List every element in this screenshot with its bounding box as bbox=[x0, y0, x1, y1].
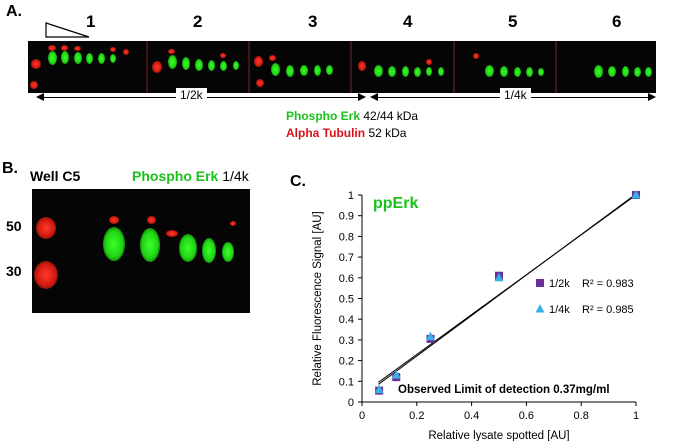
well-label: Well C5 bbox=[30, 168, 81, 184]
legend-alpha-tubulin: Alpha Tubulin 52 kDa bbox=[286, 126, 406, 140]
legend-alpha-tubulin-detail: 52 kDa bbox=[368, 126, 407, 140]
western-blot-strip bbox=[28, 41, 656, 93]
x-tick-label-2: 0.4 bbox=[464, 410, 479, 422]
point-1/4k-4 bbox=[631, 190, 641, 199]
limit-of-detection-annotation: Observed Limit of detection 0.37mg/ml bbox=[398, 384, 610, 396]
panel-b-dilution: 1/4k bbox=[222, 168, 249, 184]
y-tick-label-7: 0.7 bbox=[339, 252, 354, 264]
marker-30-label: 30 bbox=[6, 263, 22, 279]
y-tick-label-2: 0.2 bbox=[339, 356, 354, 368]
panel-b-antibody-name: Phospho Erk bbox=[132, 168, 219, 184]
lane-label-4: 4 bbox=[403, 12, 413, 31]
y-tick-label-0: 0 bbox=[348, 397, 354, 409]
dilution-triangle-icon bbox=[45, 22, 90, 38]
panel-c-letter: C. bbox=[290, 173, 306, 190]
point-1/4k-0 bbox=[374, 384, 384, 394]
panel-b-letter: B. bbox=[2, 160, 18, 177]
legend-alpha-tubulin-name: Alpha Tubulin bbox=[286, 126, 366, 140]
dilution-label-right: 1/4k bbox=[500, 88, 531, 102]
legend-r2-1/2k: R² = 0.983 bbox=[582, 278, 634, 290]
legend-marker-1/4k bbox=[535, 304, 545, 313]
x-tick-label-4: 0.8 bbox=[574, 410, 589, 422]
legend-phospho-erk: Phospho Erk 42/44 kDa bbox=[286, 109, 418, 123]
y-tick-label-10: 1 bbox=[348, 190, 354, 202]
well-c5-blot-image bbox=[32, 189, 250, 313]
panel-b-antibody-label: Phospho Erk 1/4k bbox=[132, 168, 249, 184]
legend-label-1/2k: 1/2k bbox=[549, 278, 570, 290]
x-tick-label-0: 0 bbox=[359, 410, 365, 422]
y-tick-label-8: 0.8 bbox=[339, 231, 354, 243]
lane-label-1: 1 bbox=[86, 12, 96, 31]
lane-label-2: 2 bbox=[193, 12, 203, 31]
legend-phospho-erk-name: Phospho Erk bbox=[286, 109, 361, 123]
ppErk-scatter-chart: 0 0.1 0.2 0.3 0.4 0.5 0.6 0.7 0.8 0.9 1 0 0.2 0.4 0.6 0… bbox=[312, 190, 641, 441]
panel-a-letter: A. bbox=[6, 3, 22, 20]
y-axis-label: Relative Fluorescence Signal [AU] bbox=[312, 211, 324, 386]
point-1/4k-3 bbox=[494, 272, 504, 282]
chart-title: ppErk bbox=[373, 195, 418, 212]
x-tick-label-1: 0.2 bbox=[409, 410, 424, 422]
lane-label-6: 6 bbox=[612, 12, 622, 31]
trendline-2 bbox=[378, 194, 637, 383]
y-tick-label-4: 0.4 bbox=[339, 314, 354, 326]
legend-r2-1/4k: R² = 0.985 bbox=[582, 304, 634, 316]
lane-label-3: 3 bbox=[308, 12, 318, 31]
legend-marker-1/2k bbox=[536, 279, 544, 287]
legend-label-1/4k: 1/4k bbox=[549, 304, 570, 316]
point-1/4k-2 bbox=[426, 331, 435, 341]
marker-50-label: 50 bbox=[6, 218, 22, 234]
dilution-label-left: 1/2k bbox=[176, 88, 207, 102]
x-tick-label-3: 0.6 bbox=[519, 410, 534, 422]
y-tick-label-6: 0.6 bbox=[339, 273, 354, 285]
y-tick-label-1: 0.1 bbox=[339, 376, 354, 388]
x-tick-label-5: 1 bbox=[633, 410, 639, 422]
legend-phospho-erk-detail: 42/44 kDa bbox=[363, 109, 419, 123]
y-tick-label-3: 0.3 bbox=[339, 335, 354, 347]
lane-label-5: 5 bbox=[508, 12, 518, 31]
y-tick-label-9: 0.9 bbox=[339, 211, 354, 223]
x-axis-label: Relative lysate spotted [AU] bbox=[428, 430, 569, 441]
y-tick-label-5: 0.5 bbox=[339, 294, 354, 306]
point-1/4k-1 bbox=[391, 370, 401, 379]
